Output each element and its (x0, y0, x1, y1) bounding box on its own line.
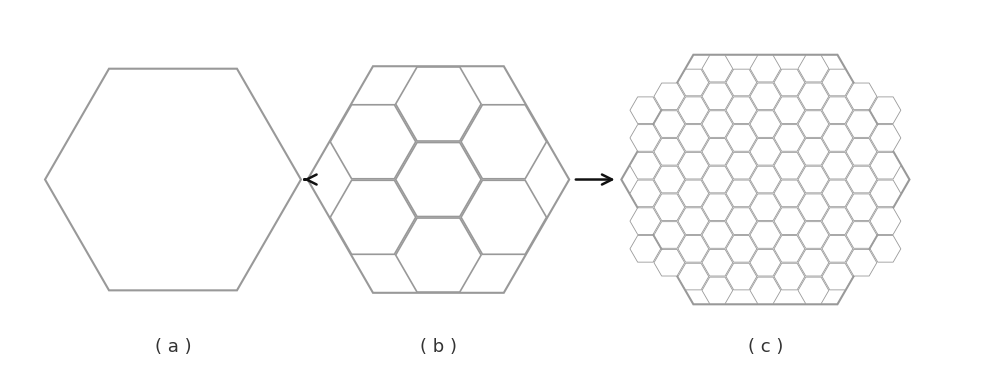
Polygon shape (750, 111, 781, 137)
Polygon shape (702, 111, 733, 137)
Polygon shape (822, 235, 853, 262)
Polygon shape (678, 180, 709, 207)
Polygon shape (654, 166, 685, 193)
Polygon shape (726, 235, 757, 262)
Polygon shape (726, 263, 757, 290)
Polygon shape (798, 194, 829, 220)
Polygon shape (702, 222, 733, 248)
Polygon shape (702, 249, 733, 276)
Polygon shape (330, 180, 416, 254)
Polygon shape (750, 277, 781, 304)
Polygon shape (774, 235, 805, 262)
Polygon shape (798, 111, 829, 137)
Polygon shape (702, 277, 733, 304)
Polygon shape (654, 194, 685, 220)
Polygon shape (702, 83, 733, 110)
Polygon shape (308, 66, 569, 293)
Polygon shape (798, 166, 829, 193)
Polygon shape (822, 152, 853, 179)
Polygon shape (798, 222, 829, 248)
Polygon shape (846, 166, 877, 193)
Polygon shape (750, 138, 781, 165)
Polygon shape (678, 208, 709, 234)
Polygon shape (822, 208, 853, 234)
Polygon shape (870, 180, 901, 207)
Polygon shape (396, 67, 481, 141)
Polygon shape (726, 125, 757, 151)
Polygon shape (870, 235, 901, 262)
Polygon shape (750, 222, 781, 248)
Text: ( a ): ( a ) (155, 338, 191, 356)
Polygon shape (750, 194, 781, 220)
Polygon shape (621, 55, 909, 304)
Polygon shape (774, 125, 805, 151)
Polygon shape (726, 180, 757, 207)
Polygon shape (750, 249, 781, 276)
Polygon shape (630, 180, 661, 207)
Polygon shape (702, 138, 733, 165)
Polygon shape (678, 69, 709, 96)
Polygon shape (702, 194, 733, 220)
Polygon shape (798, 277, 829, 304)
Polygon shape (726, 69, 757, 96)
Polygon shape (846, 83, 877, 110)
Polygon shape (750, 55, 781, 82)
Polygon shape (750, 83, 781, 110)
Polygon shape (702, 55, 733, 82)
Polygon shape (822, 125, 853, 151)
Polygon shape (846, 111, 877, 137)
Text: ( b ): ( b ) (420, 338, 457, 356)
Polygon shape (702, 166, 733, 193)
Polygon shape (461, 180, 547, 254)
Polygon shape (45, 69, 301, 290)
Polygon shape (774, 180, 805, 207)
Polygon shape (678, 97, 709, 124)
Polygon shape (726, 152, 757, 179)
Polygon shape (774, 263, 805, 290)
Polygon shape (846, 138, 877, 165)
Polygon shape (630, 97, 661, 124)
Polygon shape (774, 97, 805, 124)
Polygon shape (774, 69, 805, 96)
Polygon shape (630, 125, 661, 151)
Polygon shape (726, 208, 757, 234)
Polygon shape (678, 263, 709, 290)
Polygon shape (396, 143, 481, 217)
Polygon shape (630, 152, 661, 179)
Text: ( c ): ( c ) (748, 338, 783, 356)
Polygon shape (846, 222, 877, 248)
Polygon shape (798, 83, 829, 110)
Polygon shape (870, 152, 901, 179)
Polygon shape (870, 97, 901, 124)
Polygon shape (870, 125, 901, 151)
Polygon shape (330, 105, 416, 179)
Polygon shape (630, 235, 661, 262)
Polygon shape (822, 180, 853, 207)
Polygon shape (798, 138, 829, 165)
Polygon shape (678, 235, 709, 262)
Polygon shape (798, 249, 829, 276)
Polygon shape (654, 249, 685, 276)
Polygon shape (822, 69, 853, 96)
Polygon shape (654, 138, 685, 165)
Polygon shape (846, 249, 877, 276)
Polygon shape (750, 166, 781, 193)
Polygon shape (870, 208, 901, 234)
Polygon shape (630, 208, 661, 234)
Polygon shape (774, 152, 805, 179)
Polygon shape (846, 194, 877, 220)
Polygon shape (396, 218, 481, 292)
Polygon shape (654, 111, 685, 137)
Polygon shape (774, 208, 805, 234)
Polygon shape (822, 97, 853, 124)
Polygon shape (798, 55, 829, 82)
Polygon shape (678, 152, 709, 179)
Polygon shape (726, 97, 757, 124)
Polygon shape (678, 125, 709, 151)
Polygon shape (822, 263, 853, 290)
Polygon shape (654, 222, 685, 248)
Polygon shape (654, 83, 685, 110)
Polygon shape (461, 105, 547, 179)
